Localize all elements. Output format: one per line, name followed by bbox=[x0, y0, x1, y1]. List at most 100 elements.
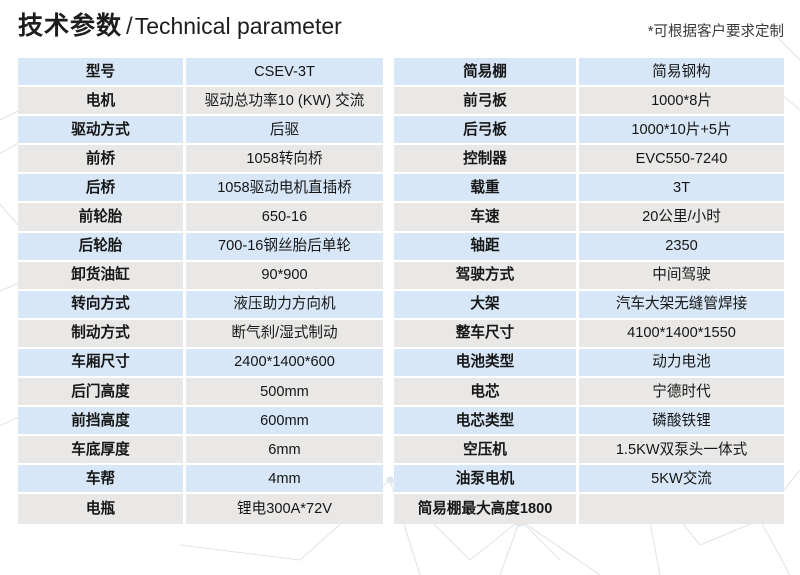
spec-label: 前桥 bbox=[18, 145, 186, 175]
table-row: 驾驶方式 中间驾驶 bbox=[394, 261, 784, 291]
spec-value: 5KW交流 bbox=[579, 465, 784, 495]
spec-table-right: 简易棚 简易钢构 前弓板 1000*8片 后弓板 1000*10片+5片 控制器 EVC550… bbox=[394, 58, 784, 524]
spec-value: 1000*10片+5片 bbox=[579, 116, 784, 146]
table-row: 卸货油缸 90*900 bbox=[18, 261, 383, 291]
spec-label: 轴距 bbox=[394, 232, 579, 262]
spec-label: 前轮胎 bbox=[18, 203, 186, 233]
spec-value: 简易钢构 bbox=[579, 58, 784, 88]
spec-label: 大架 bbox=[394, 290, 579, 320]
spec-value: 磷酸铁锂 bbox=[579, 407, 784, 437]
table-row: 电芯 宁德时代 bbox=[394, 378, 784, 408]
table-row: 电芯类型 磷酸铁锂 bbox=[394, 407, 784, 437]
spec-label: 后门高度 bbox=[18, 378, 186, 408]
spec-table-left-body: 型号 CSEV-3T 电机 驱动总功率10 (KW) 交流 驱动方式 后驱 前桥 1058转向… bbox=[18, 58, 383, 524]
spec-label: 制动方式 bbox=[18, 319, 186, 349]
table-row: 型号 CSEV-3T bbox=[18, 58, 383, 88]
spec-label: 后轮胎 bbox=[18, 232, 186, 262]
spec-label: 车速 bbox=[394, 203, 579, 233]
spec-value: 90*900 bbox=[186, 261, 383, 291]
table-row: 后门高度 500mm bbox=[18, 378, 383, 408]
spec-label: 前弓板 bbox=[394, 87, 579, 117]
spec-value: 1058驱动电机直插桥 bbox=[186, 174, 383, 204]
spec-value: 动力电池 bbox=[579, 348, 784, 379]
table-row: 车厢尺寸 2400*1400*600 bbox=[18, 348, 383, 379]
spec-label: 车底厚度 bbox=[18, 436, 186, 466]
table-row: 后轮胎 700-16钢丝胎后单轮 bbox=[18, 232, 383, 262]
table-row: 车底厚度 6mm bbox=[18, 436, 383, 466]
spec-label: 驱动方式 bbox=[18, 116, 186, 146]
spec-value: 2350 bbox=[579, 232, 784, 262]
spec-value: 650-16 bbox=[186, 203, 383, 233]
table-row: 驱动方式 后驱 bbox=[18, 116, 383, 146]
spec-label: 后桥 bbox=[18, 174, 186, 204]
spec-value: 1000*8片 bbox=[579, 87, 784, 117]
spec-label: 转向方式 bbox=[18, 290, 186, 320]
spec-label: 简易棚 bbox=[394, 58, 579, 88]
spec-value: 3T bbox=[579, 174, 784, 204]
spec-value: 驱动总功率10 (KW) 交流 bbox=[186, 87, 383, 117]
spec-label: 空压机 bbox=[394, 436, 579, 466]
table-row: 后弓板 1000*10片+5片 bbox=[394, 116, 784, 146]
spec-table-right-body: 简易棚 简易钢构 前弓板 1000*8片 后弓板 1000*10片+5片 控制器 EVC550… bbox=[394, 58, 784, 524]
spec-label: 整车尺寸 bbox=[394, 319, 579, 349]
table-row: 车速 20公里/小时 bbox=[394, 203, 784, 233]
spec-label: 电机 bbox=[18, 87, 186, 117]
spec-value: 4100*1400*1550 bbox=[579, 319, 784, 349]
spec-value: 2400*1400*600 bbox=[186, 348, 383, 379]
table-row: 后桥 1058驱动电机直插桥 bbox=[18, 174, 383, 204]
spec-label: 简易棚最大高度1800 bbox=[394, 494, 579, 524]
page-header: 技术参数/Technical parameter *可根据客户要求定制 bbox=[0, 0, 800, 52]
spec-label: 卸货油缸 bbox=[18, 261, 186, 291]
table-row: 前轮胎 650-16 bbox=[18, 203, 383, 233]
spec-value: 600mm bbox=[186, 407, 383, 437]
spec-value: 20公里/小时 bbox=[579, 203, 784, 233]
spec-label: 电芯类型 bbox=[394, 407, 579, 437]
spec-label: 驾驶方式 bbox=[394, 261, 579, 291]
spec-label: 前挡高度 bbox=[18, 407, 186, 437]
spec-label: 电瓶 bbox=[18, 494, 186, 524]
spec-value: 700-16钢丝胎后单轮 bbox=[186, 232, 383, 262]
spec-value: 液压助力方向机 bbox=[186, 290, 383, 320]
table-row: 整车尺寸 4100*1400*1550 bbox=[394, 319, 784, 349]
spec-value: 汽车大架无缝管焊接 bbox=[579, 290, 784, 320]
spec-label: 型号 bbox=[18, 58, 186, 88]
spec-value: 宁德时代 bbox=[579, 378, 784, 408]
table-row: 车帮 4mm bbox=[18, 465, 383, 495]
spec-value: 1058转向桥 bbox=[186, 145, 383, 175]
table-row: 电机 驱动总功率10 (KW) 交流 bbox=[18, 87, 383, 117]
spec-value: 4mm bbox=[186, 465, 383, 495]
spec-value bbox=[579, 494, 784, 524]
spec-value: EVC550-7240 bbox=[579, 145, 784, 175]
table-row: 前挡高度 600mm bbox=[18, 407, 383, 437]
table-row: 电瓶 锂电300A*72V bbox=[18, 494, 383, 524]
spec-value: 6mm bbox=[186, 436, 383, 466]
table-row: 轴距 2350 bbox=[394, 232, 784, 262]
spec-value: 后驱 bbox=[186, 116, 383, 146]
page-title-en: Technical parameter bbox=[134, 13, 342, 39]
spec-table-left: 型号 CSEV-3T 电机 驱动总功率10 (KW) 交流 驱动方式 后驱 前桥 1058转向… bbox=[18, 58, 383, 524]
spec-label: 车厢尺寸 bbox=[18, 348, 186, 379]
spec-label: 控制器 bbox=[394, 145, 579, 175]
table-row: 大架 汽车大架无缝管焊接 bbox=[394, 290, 784, 320]
spec-label: 油泵电机 bbox=[394, 465, 579, 495]
table-row: 简易棚最大高度1800 bbox=[394, 494, 784, 524]
spec-value: 500mm bbox=[186, 378, 383, 408]
spec-value: 断气刹/湿式制动 bbox=[186, 319, 383, 349]
table-row: 前桥 1058转向桥 bbox=[18, 145, 383, 175]
spec-label: 后弓板 bbox=[394, 116, 579, 146]
table-row: 载重 3T bbox=[394, 174, 784, 204]
spec-value: 1.5KW双泵头一体式 bbox=[579, 436, 784, 466]
table-row: 油泵电机 5KW交流 bbox=[394, 465, 784, 495]
spec-label: 电芯 bbox=[394, 378, 579, 408]
spec-value: CSEV-3T bbox=[186, 58, 383, 88]
page-title-separator: / bbox=[126, 13, 133, 40]
spec-value: 锂电300A*72V bbox=[186, 494, 383, 524]
table-row: 简易棚 简易钢构 bbox=[394, 58, 784, 88]
spec-value: 中间驾驶 bbox=[579, 261, 784, 291]
table-row: 制动方式 断气刹/湿式制动 bbox=[18, 319, 383, 349]
spec-label: 车帮 bbox=[18, 465, 186, 495]
table-row: 控制器 EVC550-7240 bbox=[394, 145, 784, 175]
table-row: 转向方式 液压助力方向机 bbox=[18, 290, 383, 320]
spec-label: 载重 bbox=[394, 174, 579, 204]
